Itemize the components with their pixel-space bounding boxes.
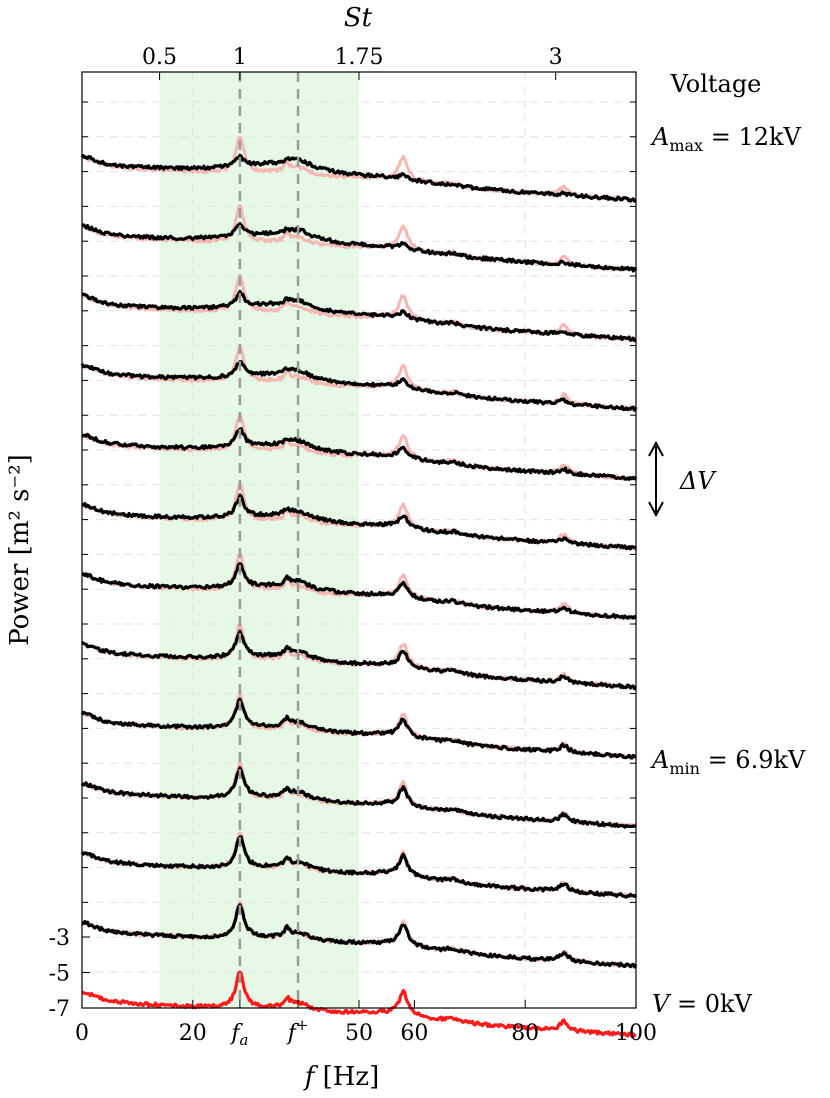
x-tick-label: 50	[345, 1021, 373, 1046]
series-line	[81, 629, 637, 691]
series-layer	[80, 153, 638, 1038]
x-tick-label: 100	[615, 1021, 657, 1046]
voltage-heading: Voltage	[670, 70, 762, 98]
y-tick-label: -5	[49, 962, 70, 987]
x-axis-title: f [Hz]	[303, 1062, 380, 1092]
top-tick-label: 1.75	[335, 45, 384, 70]
delta-v-arrowhead-down	[648, 501, 664, 518]
text-layer: f [Hz] Power [m² s⁻²] St Voltage 0 20 50 60…	[5, 3, 806, 1092]
x-tick-label: 20	[179, 1021, 207, 1046]
x-tick-label: 80	[511, 1021, 539, 1046]
y-axis-title: Power [m² s⁻²]	[5, 454, 35, 646]
top-tick-label: 3	[549, 45, 563, 70]
series-line	[80, 766, 637, 829]
amax-annotation: Amax = 12kV	[650, 123, 802, 155]
series-line	[80, 153, 638, 203]
series-line	[81, 561, 638, 620]
series-line	[81, 289, 637, 343]
amin-annotation: Amin = 6.9kV	[650, 746, 806, 778]
series-line	[81, 427, 638, 481]
axes-layer	[81, 71, 664, 1009]
series-line	[81, 903, 638, 969]
y-tick-label: -3	[49, 926, 70, 951]
delta-v-label: ΔV	[679, 467, 717, 495]
series-line	[81, 493, 637, 551]
series-line	[80, 360, 638, 412]
series-line	[80, 222, 638, 273]
delta-v-arrowhead-up	[648, 440, 664, 457]
x-tick-label: 60	[400, 1021, 428, 1046]
top-tick-label: 0.5	[142, 45, 177, 70]
series-line	[80, 835, 638, 899]
x-tick-label: 0	[75, 1021, 89, 1046]
x-symbol-tick-label: fa	[229, 1021, 248, 1049]
x-symbol-tick-label: f+	[286, 1016, 309, 1046]
top-tick-label: 1	[233, 45, 247, 70]
top-axis-title: St	[344, 3, 373, 33]
series-line	[80, 697, 637, 760]
series-line-0kV	[81, 970, 637, 1038]
zero-voltage-annotation: V = 0kV	[652, 990, 753, 1018]
y-tick-label: -7	[49, 997, 70, 1022]
